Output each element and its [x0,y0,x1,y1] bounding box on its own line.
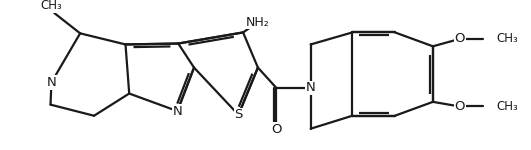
Text: N: N [306,81,315,94]
Text: O: O [455,100,465,113]
Text: N: N [173,105,182,118]
Text: O: O [271,123,281,136]
Text: S: S [234,108,243,121]
Text: CH₃: CH₃ [497,32,519,45]
Text: N: N [47,76,56,89]
Text: NH₂: NH₂ [246,16,270,29]
Text: CH₃: CH₃ [40,0,62,12]
Text: CH₃: CH₃ [497,100,519,113]
Text: O: O [455,32,465,45]
